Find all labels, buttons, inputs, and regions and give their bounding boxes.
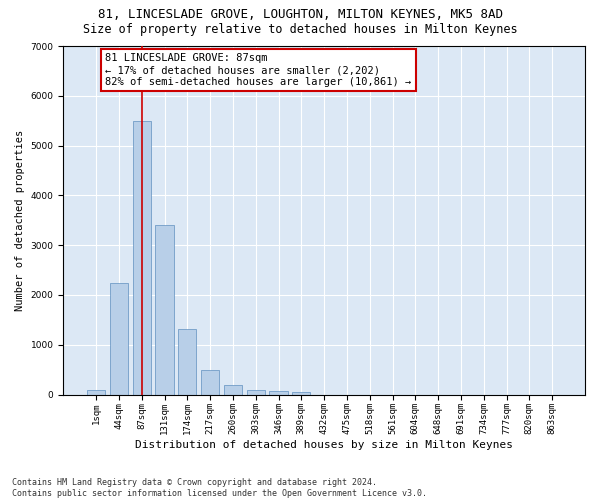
Text: 81, LINCESLADE GROVE, LOUGHTON, MILTON KEYNES, MK5 8AD: 81, LINCESLADE GROVE, LOUGHTON, MILTON K… — [97, 8, 503, 20]
X-axis label: Distribution of detached houses by size in Milton Keynes: Distribution of detached houses by size … — [135, 440, 513, 450]
Bar — [224, 386, 242, 394]
Bar — [110, 282, 128, 395]
Text: Contains HM Land Registry data © Crown copyright and database right 2024.
Contai: Contains HM Land Registry data © Crown c… — [12, 478, 427, 498]
Bar — [247, 390, 265, 394]
Text: 81 LINCESLADE GROVE: 87sqm
← 17% of detached houses are smaller (2,202)
82% of s: 81 LINCESLADE GROVE: 87sqm ← 17% of deta… — [105, 54, 412, 86]
Bar — [269, 391, 287, 394]
Bar — [155, 226, 173, 394]
Bar — [87, 390, 105, 394]
Bar — [178, 329, 196, 394]
Bar — [133, 120, 151, 394]
Y-axis label: Number of detached properties: Number of detached properties — [15, 130, 25, 311]
Bar — [201, 370, 219, 394]
Text: Size of property relative to detached houses in Milton Keynes: Size of property relative to detached ho… — [83, 22, 517, 36]
Bar — [292, 392, 310, 394]
